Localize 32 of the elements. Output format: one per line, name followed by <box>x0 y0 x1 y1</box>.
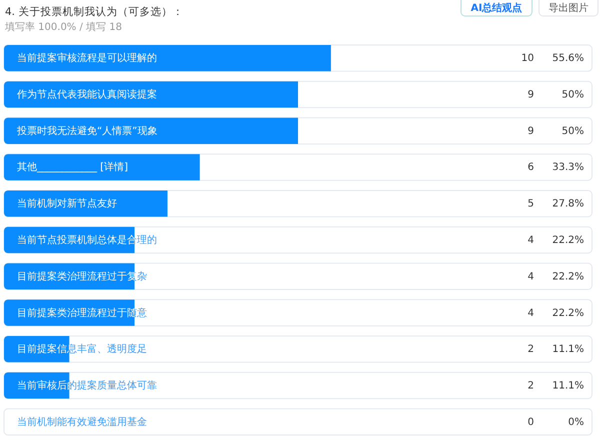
y-tick-label: 其他____________ [详情] <box>17 161 128 174</box>
text: 导出图片 <box>548 2 588 14</box>
data-label: 33.3% <box>552 162 584 174</box>
annotation: 9 <box>528 126 534 137</box>
annotation: 4 <box>528 235 534 246</box>
data-label: 50% <box>562 89 584 100</box>
y-tick-label: 当前提案审核流程是可以理解的 <box>17 52 157 64</box>
annotation: 10 <box>521 53 534 64</box>
annotation: 6 <box>528 162 534 174</box>
annotation: 2 <box>528 344 534 356</box>
annotation: 9 <box>528 89 534 100</box>
y-tick-label: 投票时我无法避免“人情票”现象 <box>16 124 158 137</box>
data-label: 55.6% <box>552 53 584 64</box>
annotation: 4 <box>528 271 534 282</box>
y-tick-label: 当前机制对新节点友好 <box>17 198 117 210</box>
annotation: 0 <box>528 416 534 428</box>
annotation: 4 <box>528 308 534 319</box>
y-tick-label: 作为节点代表我能认真阅读提案 <box>16 88 157 100</box>
chart-title: 4. 关于投票机制我认为（可多选）： <box>5 5 184 18</box>
data-label: 22.2% <box>552 271 584 282</box>
chart-subtitle: 填写率 100.0% / 填写 18 <box>4 21 122 33</box>
annotation: 5 <box>528 198 534 210</box>
data-label: 22.2% <box>552 235 584 246</box>
data-label: 11.1% <box>552 344 584 356</box>
data-label: 11.1% <box>552 380 584 392</box>
text: AI总结观点 <box>470 2 522 14</box>
annotation: 2 <box>528 380 534 392</box>
data-label: 22.2% <box>552 308 584 319</box>
data-label: 50% <box>562 126 584 137</box>
data-label: 27.8% <box>552 198 584 210</box>
data-label: 0% <box>568 416 584 428</box>
y-tick-label: 当前机制能有效避免滥用基金 <box>17 416 147 428</box>
